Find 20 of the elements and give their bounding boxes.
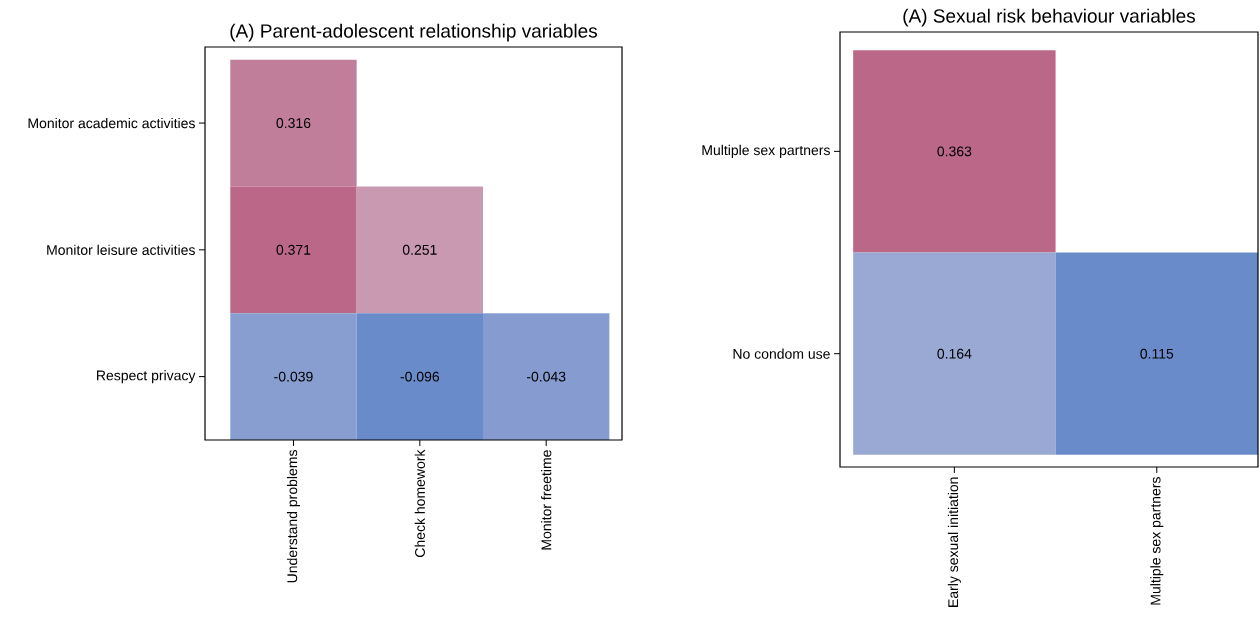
data-label: -0.039 [274, 371, 313, 382]
x-tick-label: Monitor freetime [541, 450, 552, 550]
data-label: 0.316 [276, 118, 311, 129]
data-label: 0.251 [402, 244, 437, 255]
x-tick-label: Early sexual initiation [947, 477, 961, 607]
y-tick-label: Respect privacy [97, 370, 196, 384]
data-label: 0.371 [276, 244, 311, 255]
x-tick-label: Understand problems [286, 450, 300, 583]
data-label: 0.164 [937, 348, 972, 359]
data-label: 0.115 [1140, 348, 1174, 359]
x-tick-label: Multiple sex partners [1150, 477, 1164, 605]
y-tick-label: No condom use [733, 348, 830, 359]
chart-title: (A) Sexual risk behaviour variables [903, 8, 1196, 27]
y-tick-label: Monitor leisure activities [47, 244, 195, 255]
data-label: -0.043 [526, 371, 566, 382]
x-tick-label: Check homework [414, 449, 425, 557]
data-label: -0.096 [400, 371, 440, 382]
chart-title: (A) Parent-adolescent relationship variables [230, 23, 598, 42]
data-label: 0.363 [937, 146, 972, 157]
y-tick-label: Monitor academic activities [28, 117, 195, 129]
